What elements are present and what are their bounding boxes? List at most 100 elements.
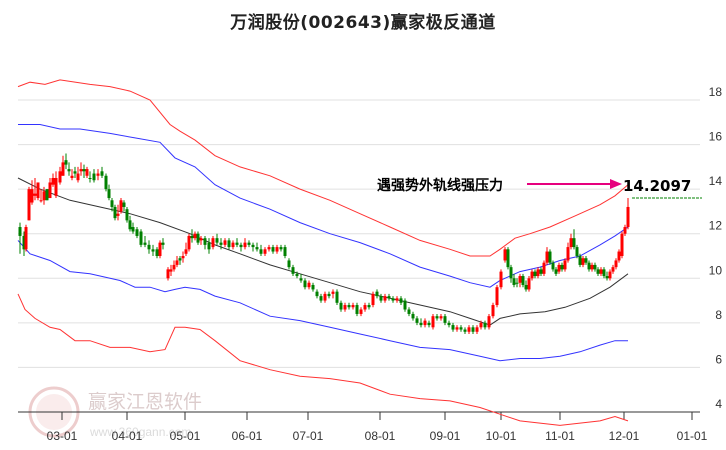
y-tick-label: 6 <box>715 352 722 366</box>
candle <box>271 247 275 252</box>
x-tick-label: 06-01 <box>232 429 263 443</box>
candle <box>626 206 630 228</box>
candle <box>363 305 367 310</box>
candle <box>243 242 247 248</box>
candle <box>584 258 588 263</box>
candle <box>119 200 123 212</box>
candle <box>602 269 606 277</box>
x-tick-label: 10-01 <box>486 429 517 443</box>
candle <box>199 238 203 241</box>
annotation-label: 遇强势外轨线强压力 <box>377 177 503 194</box>
candle <box>459 327 463 330</box>
candle <box>542 262 546 274</box>
candle <box>605 276 609 279</box>
watermark-text: 赢家江恩软件 <box>88 391 202 413</box>
band-middle <box>17 177 629 326</box>
candle <box>295 273 299 277</box>
candle <box>415 318 419 323</box>
candle <box>463 329 467 332</box>
candle <box>620 233 624 256</box>
candle <box>593 264 597 270</box>
candle <box>125 209 129 221</box>
candle <box>24 227 28 250</box>
x-tick-label: 12-01 <box>609 429 640 443</box>
candle <box>151 249 155 252</box>
candle <box>187 235 191 250</box>
candle <box>223 240 227 245</box>
candle <box>512 278 516 285</box>
x-tick-label: 09-01 <box>430 429 461 443</box>
candle <box>54 178 58 196</box>
candle <box>521 276 525 285</box>
candle <box>107 189 111 199</box>
y-tick-label: 8 <box>715 308 722 322</box>
candle <box>307 282 311 288</box>
candle <box>518 276 522 283</box>
candle <box>319 296 323 301</box>
candle <box>479 322 483 328</box>
candle <box>623 227 627 234</box>
candle <box>181 256 185 259</box>
y-tick-label: 12 <box>709 219 723 233</box>
candle <box>575 247 579 256</box>
candle <box>42 191 46 201</box>
candle <box>557 264 561 272</box>
candle <box>161 242 165 245</box>
x-tick-label: 04-01 <box>112 429 143 443</box>
candle <box>548 251 552 263</box>
candle <box>263 249 267 254</box>
candle <box>471 327 475 332</box>
candle <box>36 182 40 199</box>
candle <box>73 171 77 174</box>
x-tick-label: 03-01 <box>47 429 78 443</box>
candle <box>527 278 531 290</box>
candle <box>33 193 37 196</box>
candle <box>51 178 55 185</box>
candle <box>58 171 62 183</box>
x-tick-label: 05-01 <box>170 429 201 443</box>
candle <box>235 242 239 245</box>
candle <box>207 242 211 250</box>
candle <box>407 309 411 314</box>
candle <box>27 189 31 221</box>
candle <box>367 305 371 308</box>
annotation-value: 14.2097 <box>623 177 691 195</box>
candle <box>560 264 564 270</box>
candle <box>18 227 22 236</box>
candle <box>279 247 283 250</box>
candle <box>590 264 594 270</box>
candle <box>184 249 188 254</box>
arrowhead-icon <box>610 179 622 189</box>
candle <box>139 231 143 245</box>
candle <box>175 260 179 265</box>
candle <box>79 169 83 172</box>
candle <box>113 206 117 219</box>
candle <box>617 251 621 261</box>
candle <box>503 249 507 261</box>
candle <box>251 244 255 248</box>
watermark-url: www.360gann.com <box>89 425 191 439</box>
annotation: 遇强势外轨线强压力 14.2097 <box>377 177 691 195</box>
candle <box>190 235 194 239</box>
candle <box>48 182 52 199</box>
candle <box>411 313 415 319</box>
candle <box>116 213 120 216</box>
candle <box>533 271 537 277</box>
chart-title: 万润股份(002643)赢家极反通道 <box>230 13 496 33</box>
candle <box>247 242 251 245</box>
candle <box>45 189 49 201</box>
candle <box>524 284 528 290</box>
y-tick-label: 10 <box>709 263 723 277</box>
candle <box>566 247 570 261</box>
y-tick-label: 14 <box>709 174 723 188</box>
y-tick-label: 18 <box>709 85 723 99</box>
candle <box>395 298 399 301</box>
candle <box>100 171 104 176</box>
candle <box>128 220 132 230</box>
candle <box>122 202 126 207</box>
candle <box>335 291 339 303</box>
candle <box>76 173 80 181</box>
candle <box>339 302 343 310</box>
candle <box>435 316 439 319</box>
candle <box>219 242 223 245</box>
